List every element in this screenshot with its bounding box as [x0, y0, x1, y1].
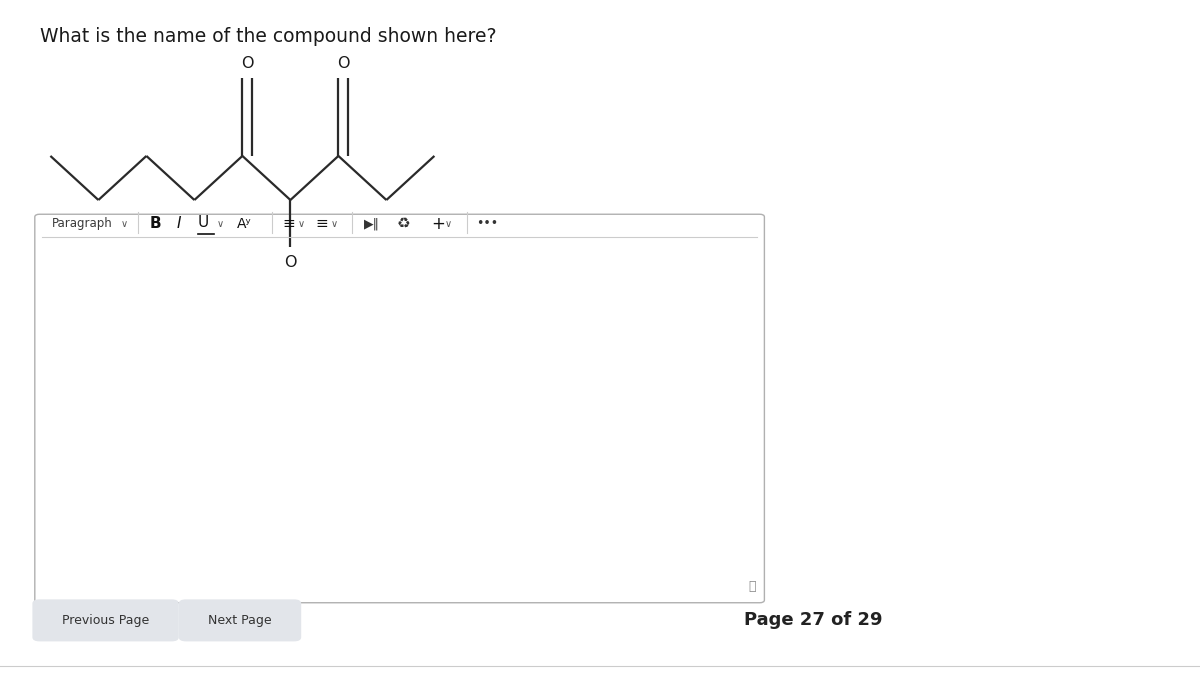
Text: ∨: ∨ — [331, 219, 338, 228]
Text: ∨: ∨ — [298, 219, 305, 228]
Text: Next Page: Next Page — [208, 614, 272, 627]
Text: ≡: ≡ — [282, 216, 295, 231]
FancyBboxPatch shape — [35, 214, 764, 603]
Text: ∨: ∨ — [217, 219, 224, 228]
Text: Previous Page: Previous Page — [62, 614, 149, 627]
Text: I: I — [176, 216, 181, 231]
Text: +: + — [431, 215, 445, 233]
Text: U: U — [198, 215, 209, 230]
Text: Paragraph: Paragraph — [52, 217, 113, 231]
Text: B: B — [150, 216, 162, 231]
Text: O: O — [337, 56, 349, 71]
FancyBboxPatch shape — [179, 599, 301, 641]
Text: ∨: ∨ — [445, 219, 452, 228]
Text: •••: ••• — [476, 217, 498, 231]
Text: Page 27 of 29: Page 27 of 29 — [744, 612, 882, 629]
Text: O: O — [284, 255, 296, 270]
Text: ∨: ∨ — [121, 219, 128, 228]
Text: What is the name of the compound shown here?: What is the name of the compound shown h… — [40, 27, 496, 46]
Text: Aʸ: Aʸ — [236, 217, 251, 231]
FancyBboxPatch shape — [32, 599, 179, 641]
Text: ▶‖: ▶‖ — [364, 217, 379, 231]
Text: ≡: ≡ — [316, 216, 329, 231]
Text: O: O — [241, 56, 253, 71]
Text: ♻: ♻ — [397, 216, 410, 231]
Text: ⤢: ⤢ — [749, 580, 756, 593]
